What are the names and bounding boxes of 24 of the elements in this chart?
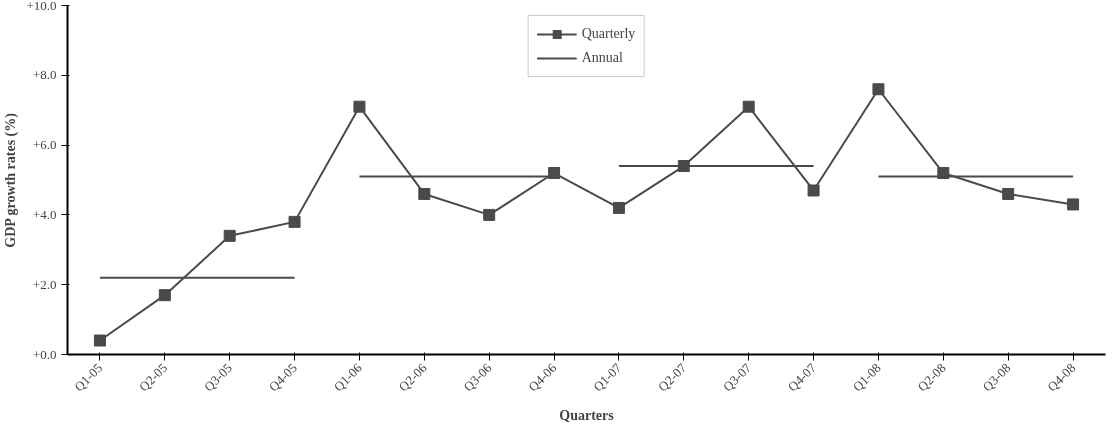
legend-label: Quarterly bbox=[581, 26, 636, 42]
point bbox=[158, 289, 171, 302]
y-tick-label: +6.0 bbox=[32, 137, 57, 153]
point bbox=[1002, 187, 1015, 200]
point bbox=[742, 100, 755, 113]
point bbox=[612, 201, 625, 214]
x-axis-title: Quarters bbox=[559, 407, 615, 423]
point bbox=[807, 184, 820, 197]
point bbox=[353, 100, 366, 113]
point bbox=[1067, 198, 1080, 211]
point bbox=[93, 334, 106, 347]
y-tick-label: +8.0 bbox=[32, 67, 57, 83]
y-axis-title: GDP growth rates (%) bbox=[3, 112, 20, 248]
point bbox=[872, 83, 885, 96]
point bbox=[418, 187, 431, 200]
point bbox=[548, 167, 561, 180]
y-tick-label: +0.0 bbox=[32, 346, 57, 362]
legend-label: Annual bbox=[581, 50, 623, 66]
point bbox=[288, 215, 301, 228]
y-tick-label: +4.0 bbox=[32, 206, 57, 222]
point bbox=[223, 229, 236, 242]
y-tick-label: +2.0 bbox=[32, 276, 57, 292]
y-tick-label: +10.0 bbox=[26, 0, 57, 13]
point bbox=[483, 208, 496, 221]
